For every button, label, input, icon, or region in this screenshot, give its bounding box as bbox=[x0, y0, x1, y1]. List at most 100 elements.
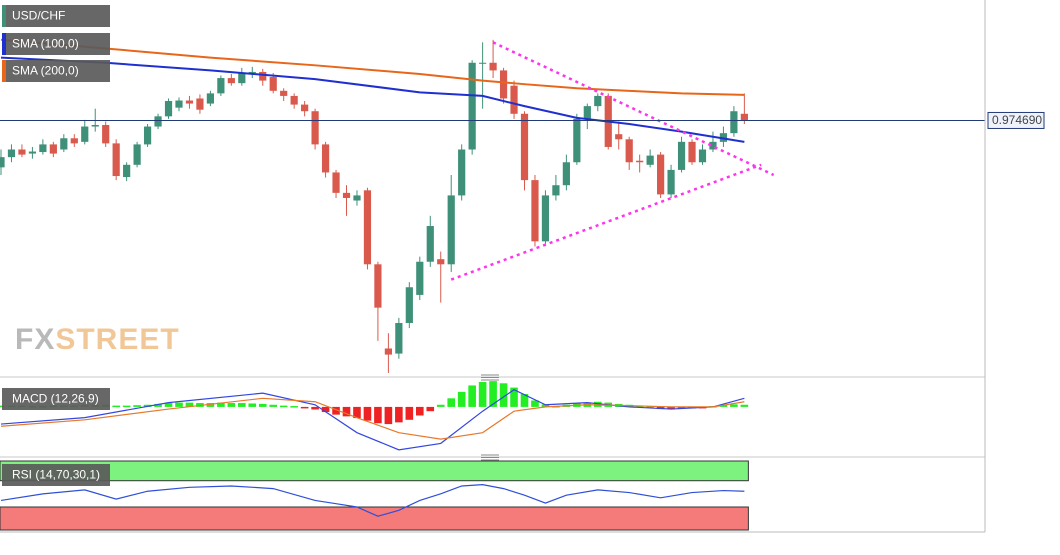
candle-body bbox=[112, 143, 120, 177]
macd-histogram-bar bbox=[363, 406, 372, 421]
legend-swatch bbox=[2, 33, 6, 55]
trendline bbox=[450, 163, 762, 281]
legend-box bbox=[2, 388, 110, 410]
macd-histogram-bar bbox=[489, 381, 497, 407]
macd-histogram-bar bbox=[300, 406, 309, 409]
candle-body bbox=[677, 141, 686, 170]
candle-body bbox=[615, 134, 623, 140]
macd-histogram-bar bbox=[217, 402, 225, 407]
macd-histogram-bar bbox=[426, 406, 435, 412]
candle-body bbox=[321, 144, 330, 173]
resize-handle[interactable] bbox=[481, 374, 499, 381]
candle-body bbox=[636, 160, 644, 163]
legend-swatch bbox=[2, 60, 6, 82]
rsi-line bbox=[0, 484, 745, 517]
macd-histogram-bar bbox=[667, 406, 675, 410]
legend-swatch bbox=[2, 5, 6, 27]
macd-histogram-bar bbox=[206, 403, 215, 407]
candle-body bbox=[688, 141, 696, 163]
macd-histogram-bar bbox=[395, 406, 403, 423]
legend: USD/CHF SMA (100,0) SMA (200,0) MACD (12,26… bbox=[2, 5, 110, 486]
candle-body bbox=[489, 62, 497, 71]
macd-histogram-bar bbox=[457, 391, 466, 407]
candle-body bbox=[353, 195, 361, 201]
macd-histogram-bar bbox=[719, 404, 728, 407]
candle-body bbox=[248, 71, 256, 73]
macd-histogram-bar bbox=[175, 402, 183, 407]
macd-histogram-bar bbox=[416, 406, 424, 416]
candle-body bbox=[238, 72, 246, 84]
macd-line bbox=[0, 397, 745, 440]
watermark-street: STREET bbox=[55, 323, 179, 356]
macd-histogram-bar bbox=[269, 404, 278, 407]
candle-body bbox=[133, 144, 141, 165]
trendline bbox=[492, 41, 775, 177]
macd-histogram-bar bbox=[164, 403, 173, 407]
macd-histogram-bar bbox=[279, 405, 288, 408]
candle-body bbox=[541, 195, 550, 242]
sma-line bbox=[0, 56, 745, 143]
legend-label: SMA (100,0) bbox=[12, 37, 79, 51]
macd-histogram-bar bbox=[541, 404, 550, 407]
candle-body bbox=[49, 144, 57, 154]
macd-histogram-bar bbox=[520, 394, 529, 407]
macd-histogram-bar bbox=[677, 406, 686, 409]
macd-histogram-bar bbox=[531, 400, 539, 407]
candle-body bbox=[625, 139, 633, 163]
candle-body bbox=[667, 169, 675, 195]
price-panel: 0.974690 bbox=[0, 38, 1045, 373]
candle-body bbox=[217, 78, 225, 94]
candle-body bbox=[342, 192, 351, 198]
candle-body bbox=[374, 264, 382, 308]
candle-body bbox=[520, 113, 529, 181]
macd-histogram-bar bbox=[510, 387, 518, 407]
legend-box bbox=[2, 33, 110, 55]
indicator-panels bbox=[0, 381, 749, 531]
candle-body bbox=[227, 78, 235, 84]
legend-label: MACD (12,26,9) bbox=[12, 392, 99, 406]
candle-body bbox=[123, 164, 131, 178]
candle-body bbox=[657, 154, 665, 195]
candle-body bbox=[143, 126, 152, 145]
candle-body bbox=[499, 70, 508, 99]
macd-histogram-bar bbox=[342, 406, 351, 417]
macd-histogram-bar bbox=[384, 406, 393, 425]
candle-body bbox=[39, 144, 47, 153]
candle-body bbox=[740, 113, 748, 121]
macd-histogram-bar bbox=[740, 404, 749, 407]
candle-body bbox=[196, 98, 204, 110]
candle-body bbox=[552, 185, 560, 196]
legend-box bbox=[2, 60, 110, 82]
macd-histogram-bar bbox=[112, 405, 120, 408]
candle-body bbox=[0, 157, 5, 168]
candle-body bbox=[60, 138, 68, 150]
resize-handle[interactable] bbox=[481, 454, 499, 461]
candle-body bbox=[437, 259, 445, 265]
candle-body bbox=[730, 111, 738, 134]
macd-histogram-bar bbox=[436, 404, 445, 407]
candle-body bbox=[154, 116, 162, 127]
candle-body bbox=[363, 190, 372, 265]
macd-histogram-bar bbox=[730, 404, 738, 407]
candle-body bbox=[301, 104, 309, 112]
candle-body bbox=[646, 155, 654, 165]
candle-body bbox=[70, 138, 78, 144]
macd-line bbox=[0, 389, 745, 451]
candle-body bbox=[583, 106, 591, 119]
candle-body bbox=[416, 261, 424, 295]
legend-box bbox=[2, 464, 110, 486]
macd-histogram-bar bbox=[227, 403, 236, 407]
macd-histogram-bar bbox=[353, 406, 361, 419]
candle-body bbox=[426, 226, 434, 262]
candle-body bbox=[185, 100, 194, 104]
candle-body bbox=[81, 126, 89, 142]
candle-body bbox=[698, 149, 707, 163]
macd-histogram-bar bbox=[593, 401, 602, 407]
macd-histogram-bar bbox=[248, 403, 257, 407]
last-price-box bbox=[987, 111, 1045, 129]
candle-body bbox=[290, 95, 298, 105]
rsi-oversold-band bbox=[0, 506, 749, 531]
macd-histogram-bar bbox=[185, 402, 194, 407]
watermark: FXSTREET bbox=[15, 323, 180, 356]
candle-body bbox=[531, 180, 539, 242]
